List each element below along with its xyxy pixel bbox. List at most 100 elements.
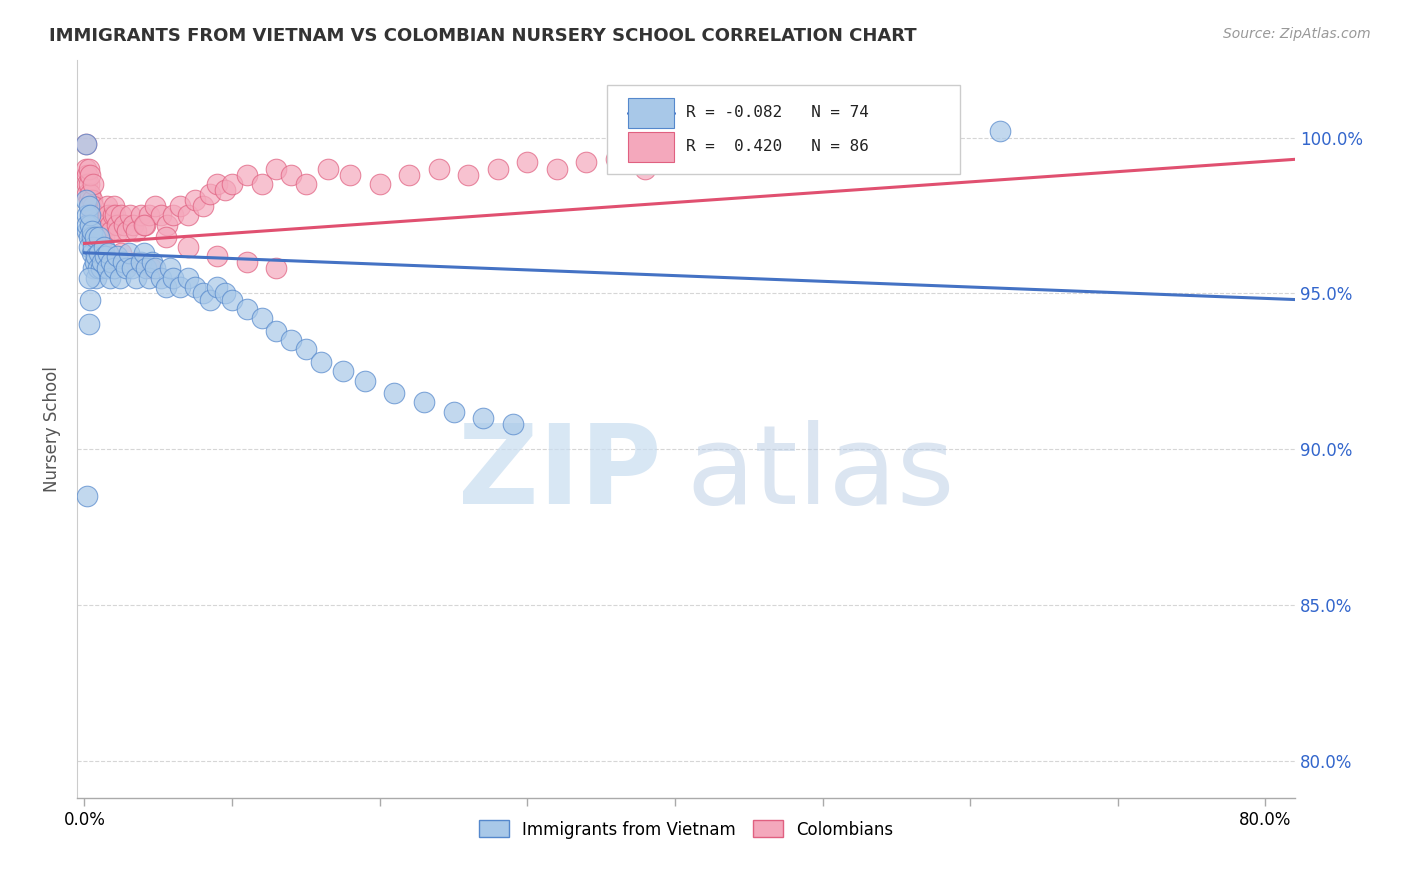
- Point: [214, 184, 236, 198]
- Point: [80, 193, 103, 207]
- Text: ZIP: ZIP: [458, 419, 662, 526]
- Point: [82, 199, 104, 213]
- Point: [111, 255, 134, 269]
- Point: [75, 193, 97, 207]
- Point: [198, 186, 221, 201]
- Point: [96, 261, 118, 276]
- Point: [82, 178, 104, 192]
- Point: [110, 208, 132, 222]
- Text: R =  0.420   N = 86: R = 0.420 N = 86: [686, 139, 869, 154]
- Point: [177, 208, 200, 222]
- Point: [76, 186, 98, 201]
- Point: [427, 161, 450, 176]
- Point: [101, 208, 124, 222]
- Point: [90, 239, 112, 253]
- Point: [143, 261, 166, 276]
- Point: [91, 255, 114, 269]
- Point: [502, 417, 524, 432]
- Legend: Immigrants from Vietnam, Colombians: Immigrants from Vietnam, Colombians: [472, 814, 900, 846]
- Point: [250, 311, 273, 326]
- Text: atlas: atlas: [686, 419, 955, 526]
- Point: [80, 230, 103, 244]
- Point: [76, 208, 98, 222]
- Point: [77, 161, 100, 176]
- Point: [82, 261, 104, 276]
- Point: [80, 230, 103, 244]
- Point: [108, 270, 131, 285]
- Point: [89, 230, 111, 244]
- Point: [76, 168, 98, 182]
- Point: [214, 286, 236, 301]
- Point: [83, 224, 105, 238]
- Point: [156, 218, 179, 232]
- Point: [309, 355, 332, 369]
- Point: [280, 168, 302, 182]
- Point: [80, 245, 103, 260]
- Point: [82, 239, 104, 253]
- Text: R = -0.082   N = 74: R = -0.082 N = 74: [686, 105, 869, 120]
- Point: [120, 208, 142, 222]
- Point: [236, 301, 259, 316]
- Y-axis label: Nursery School: Nursery School: [44, 366, 60, 491]
- Point: [77, 193, 100, 207]
- Point: [605, 153, 627, 167]
- Point: [77, 230, 100, 244]
- Point: [76, 489, 98, 503]
- Point: [84, 230, 107, 244]
- Point: [84, 214, 107, 228]
- Point: [132, 218, 155, 232]
- Point: [96, 255, 118, 269]
- Point: [169, 280, 191, 294]
- Point: [516, 155, 538, 169]
- Point: [89, 245, 111, 260]
- Point: [100, 224, 122, 238]
- Point: [457, 168, 479, 182]
- Point: [236, 168, 259, 182]
- Point: [125, 270, 148, 285]
- Point: [155, 280, 177, 294]
- Point: [89, 230, 111, 244]
- Point: [143, 199, 166, 213]
- Point: [138, 208, 160, 222]
- Point: [139, 261, 162, 276]
- Point: [94, 218, 117, 232]
- Point: [295, 343, 318, 357]
- Point: [339, 168, 361, 182]
- Point: [121, 261, 143, 276]
- Point: [76, 224, 98, 238]
- Point: [79, 293, 101, 307]
- Point: [207, 249, 229, 263]
- Point: [316, 161, 339, 176]
- Point: [75, 136, 97, 151]
- Point: [79, 208, 101, 222]
- Point: [97, 208, 120, 222]
- Point: [159, 261, 181, 276]
- Point: [398, 168, 420, 182]
- Point: [384, 386, 406, 401]
- Point: [177, 270, 200, 285]
- Point: [207, 280, 229, 294]
- Point: [125, 255, 148, 269]
- Point: [141, 255, 163, 269]
- Point: [112, 218, 135, 232]
- Point: [198, 293, 221, 307]
- Point: [90, 261, 112, 276]
- Point: [75, 161, 97, 176]
- Point: [266, 324, 288, 338]
- Point: [105, 249, 128, 263]
- Point: [87, 239, 110, 253]
- Point: [75, 136, 97, 151]
- Point: [155, 230, 177, 244]
- Point: [122, 218, 145, 232]
- Point: [94, 249, 117, 263]
- Point: [110, 245, 132, 260]
- Point: [221, 178, 243, 192]
- Point: [280, 333, 302, 347]
- Point: [184, 193, 207, 207]
- Point: [332, 364, 354, 378]
- Point: [76, 178, 98, 192]
- Point: [83, 230, 105, 244]
- Point: [988, 124, 1011, 138]
- Point: [162, 208, 184, 222]
- Point: [413, 395, 436, 409]
